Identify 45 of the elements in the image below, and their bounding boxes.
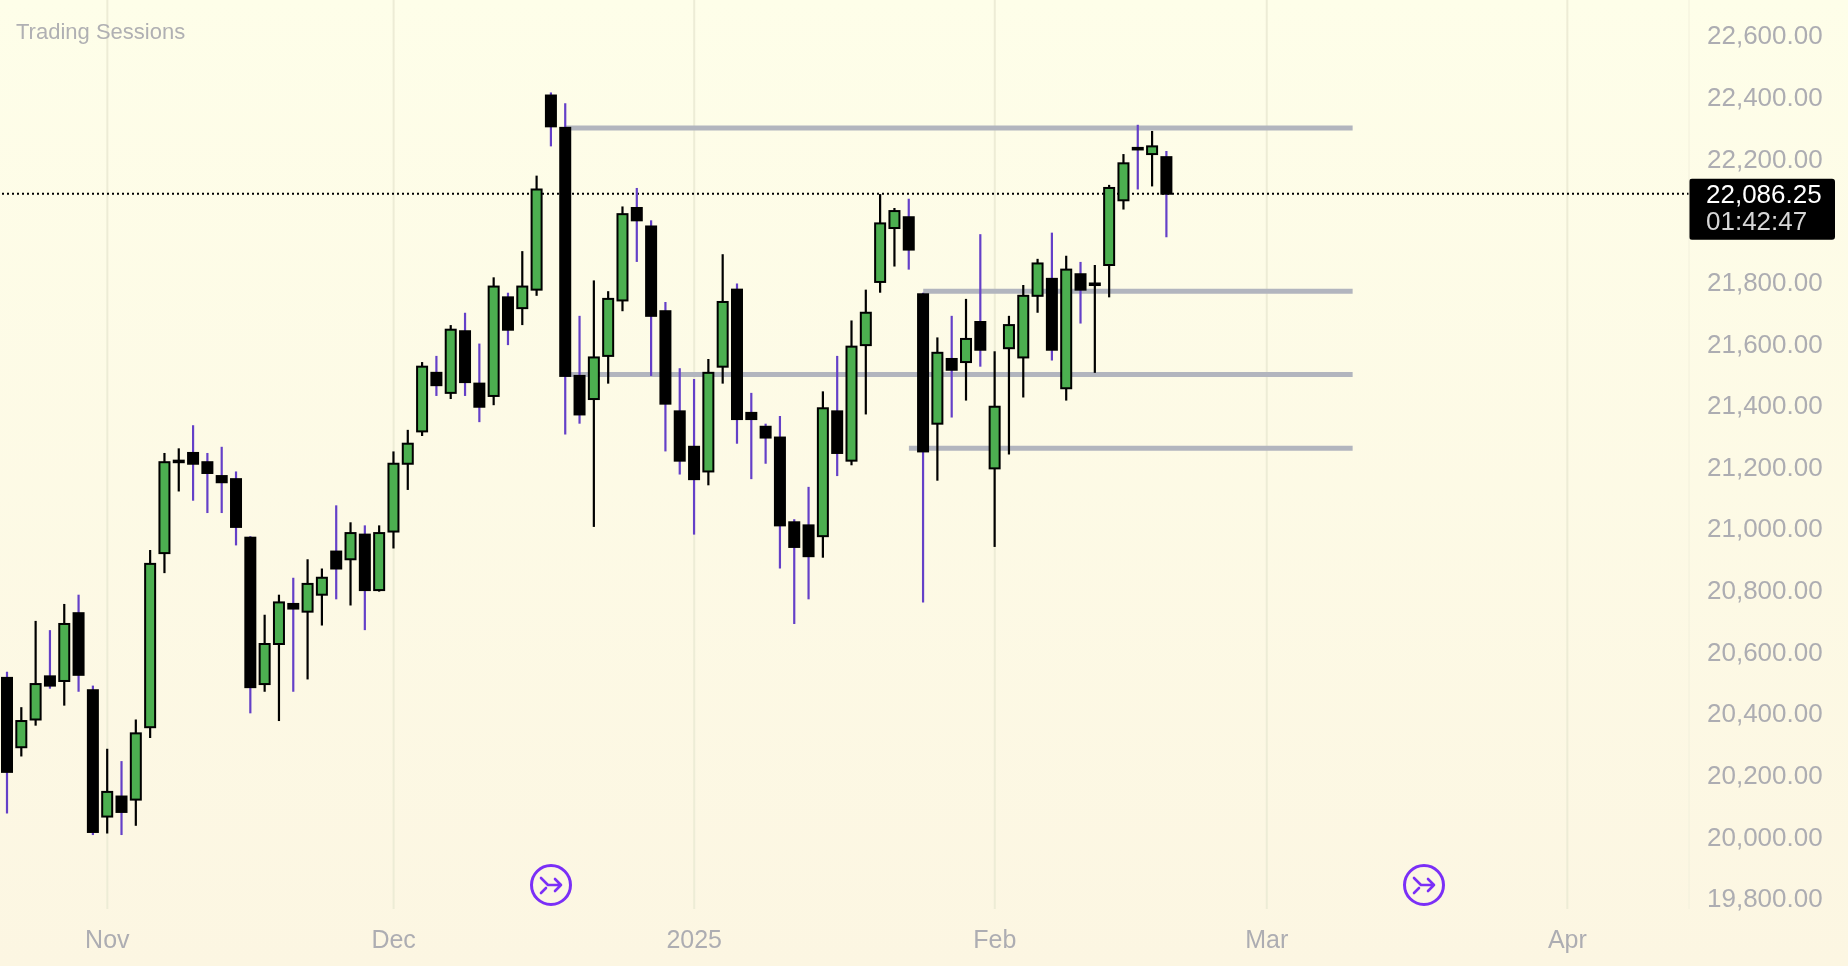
x-tick-label: Feb — [973, 925, 1017, 953]
candlestick — [1131, 123, 1144, 191]
y-tick-label: 20,400.00 — [1707, 698, 1823, 729]
y-tick-label: 21,200.00 — [1707, 451, 1823, 482]
x-tick-label: Mar — [1245, 925, 1289, 953]
y-tick-label: 20,000.00 — [1707, 821, 1823, 852]
candlestick — [187, 424, 200, 502]
y-tick-label: 21,600.00 — [1707, 328, 1823, 359]
candlestick — [960, 297, 973, 402]
x-tick-label: 2025 — [666, 925, 723, 953]
candlestick — [43, 629, 56, 690]
candlestick — [1088, 263, 1101, 374]
candlestick — [1002, 314, 1015, 456]
candlestick — [945, 314, 958, 419]
x-tick-label: Nov — [85, 925, 131, 953]
y-tick-label: 20,200.00 — [1707, 759, 1823, 790]
y-tick-label: 22,200.00 — [1707, 143, 1823, 174]
candlestick — [330, 504, 343, 601]
candlestick — [473, 342, 486, 424]
y-tick-label: 19,800.00 — [1707, 883, 1823, 914]
y-tick-label: 22,600.00 — [1707, 20, 1823, 51]
candlestick — [1146, 129, 1159, 188]
candlestick — [401, 428, 414, 492]
candlestick — [315, 567, 328, 627]
candlestick — [115, 759, 128, 837]
y-tick-label: 20,600.00 — [1707, 636, 1823, 667]
candlestick — [215, 445, 228, 515]
candlestick — [516, 250, 529, 327]
x-tick-label: Dec — [371, 925, 416, 953]
candlestick — [287, 576, 300, 693]
candlestick — [201, 451, 214, 515]
y-tick-label: 22,400.00 — [1707, 82, 1823, 113]
y-tick-label: 21,400.00 — [1707, 390, 1823, 421]
candlestick — [745, 391, 758, 481]
ref-line-label: 22,086.25 01:42:47 — [1706, 178, 1822, 236]
candlestick — [759, 422, 772, 465]
candlestick — [430, 354, 443, 398]
y-tick-label: 21,000.00 — [1707, 513, 1823, 544]
text: Trading Sessions — [16, 18, 186, 46]
candlestick — [172, 447, 185, 493]
x-tick-label: Apr — [1547, 925, 1587, 953]
y-tick-label: 20,800.00 — [1707, 575, 1823, 606]
y-tick-label: 21,800.00 — [1707, 266, 1823, 297]
candlestick — [1074, 260, 1087, 325]
candlestick — [888, 206, 901, 268]
